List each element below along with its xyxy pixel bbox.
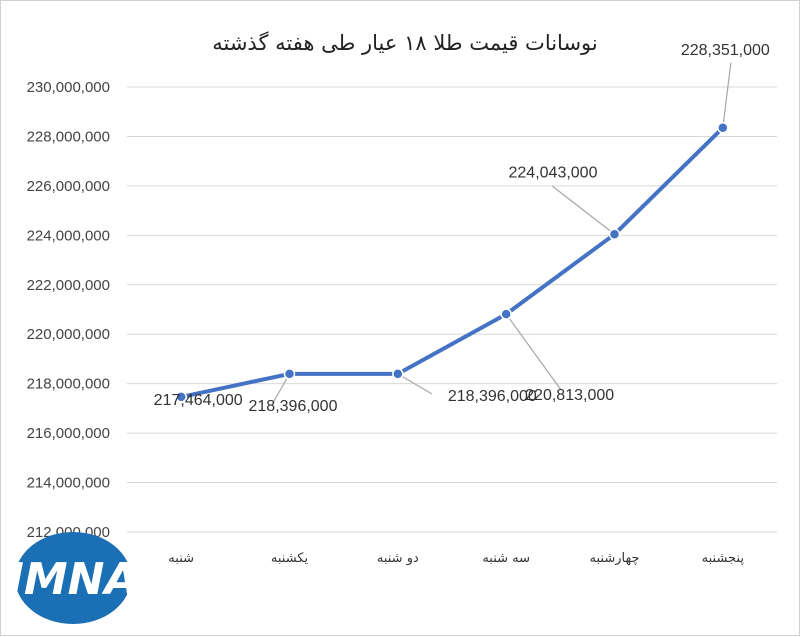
x-tick-label: پنجشنبه bbox=[702, 551, 745, 566]
gridlines bbox=[127, 86, 777, 533]
y-tick-label: 218,000,000 bbox=[27, 376, 110, 393]
leader-line bbox=[397, 373, 433, 395]
data-label: 218,396,000 bbox=[448, 388, 537, 405]
leader-line bbox=[552, 185, 615, 235]
series-line bbox=[179, 125, 725, 399]
y-tick-label: 220,000,000 bbox=[27, 326, 110, 343]
y-tick-label: 228,000,000 bbox=[27, 128, 110, 145]
data-points bbox=[175, 122, 729, 403]
logo-text: IMNA bbox=[7, 554, 138, 605]
data-point bbox=[608, 228, 621, 241]
x-tick-label: دو شنبه bbox=[377, 551, 419, 566]
x-tick-label: یکشنبه bbox=[271, 551, 309, 566]
data-label: 218,396,000 bbox=[249, 398, 338, 415]
y-tick-label: 222,000,000 bbox=[27, 277, 110, 294]
leader-line bbox=[505, 313, 562, 391]
data-point bbox=[500, 308, 512, 320]
y-tick-label: 226,000,000 bbox=[27, 178, 110, 195]
data-point bbox=[175, 391, 187, 403]
data-label: 228,351,000 bbox=[681, 42, 770, 59]
y-tick-label: 216,000,000 bbox=[27, 425, 110, 442]
y-tick-label: 224,000,000 bbox=[27, 227, 110, 244]
data-point bbox=[392, 368, 404, 380]
x-tick-label: چهارشنبه bbox=[590, 551, 640, 566]
y-axis-ticks: 212,000,000214,000,000216,000,000218,000… bbox=[27, 79, 110, 541]
data-label: 217,464,000 bbox=[154, 392, 243, 409]
data-label: 224,043,000 bbox=[509, 164, 598, 181]
data-label-leaders bbox=[272, 62, 732, 403]
x-tick-label: سه شنبه bbox=[482, 551, 530, 566]
x-tick-label: شنبه bbox=[168, 551, 194, 566]
data-point bbox=[717, 122, 729, 134]
chart-title: نوسانات قیمت طلا ۱۸ عیار طی هفته گذشته bbox=[212, 31, 598, 55]
data-point bbox=[283, 368, 296, 380]
y-tick-label: 214,000,000 bbox=[27, 475, 110, 492]
data-labels: 217,464,000 218,396,000218,396,000220,813… bbox=[154, 42, 770, 415]
y-tick-label: 230,000,000 bbox=[27, 79, 110, 96]
data-label: 220,813,000 bbox=[525, 387, 614, 404]
logo-badge bbox=[15, 532, 131, 624]
leader-line bbox=[722, 62, 732, 128]
imna-logo: IMNA bbox=[7, 532, 139, 624]
x-axis-ticks: شنبه یکشنبه دو شنبه سه شنبه چهارشنبه پنجشنبه bbox=[168, 551, 744, 566]
